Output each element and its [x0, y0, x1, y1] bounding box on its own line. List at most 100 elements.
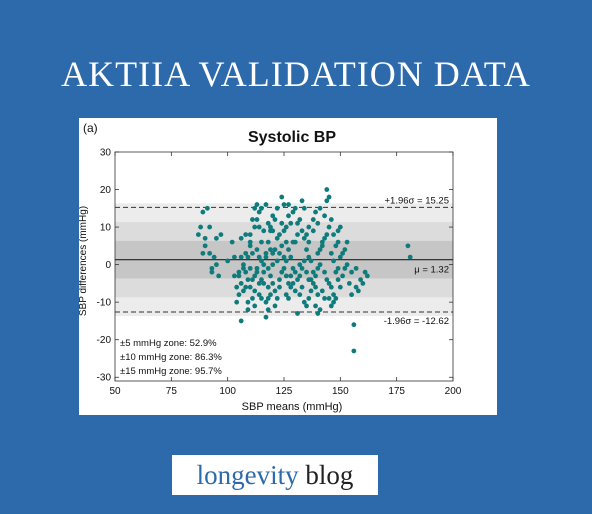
data-point	[243, 269, 249, 275]
data-point	[281, 265, 287, 271]
data-point	[313, 209, 318, 215]
data-point	[333, 269, 339, 275]
data-point	[297, 262, 303, 268]
x-tick-label: 125	[276, 386, 293, 397]
data-point	[216, 273, 222, 279]
data-point	[299, 198, 305, 204]
data-point	[263, 202, 269, 207]
page-headline: AKTIIA VALIDATION DATA	[61, 54, 531, 94]
data-point	[351, 348, 357, 354]
data-point	[292, 288, 298, 294]
x-tick-label: 100	[219, 386, 236, 397]
data-point	[319, 239, 325, 245]
data-point	[243, 232, 249, 237]
data-point	[202, 235, 208, 241]
data-point	[265, 265, 271, 271]
data-point	[308, 288, 314, 294]
x-tick-label: 150	[332, 386, 349, 397]
x-tick-label: 175	[388, 386, 405, 397]
data-point	[319, 288, 325, 294]
data-point	[319, 243, 325, 249]
data-point	[290, 265, 296, 271]
data-point	[261, 280, 267, 286]
data-point	[326, 194, 332, 200]
data-point	[342, 247, 348, 253]
data-point	[299, 284, 305, 290]
data-point	[306, 239, 312, 245]
data-point	[218, 232, 224, 237]
data-point	[279, 269, 285, 275]
data-point	[286, 213, 291, 219]
data-point	[349, 269, 354, 275]
data-point	[259, 296, 264, 301]
data-point	[207, 250, 213, 256]
y-tick-label: 30	[100, 148, 112, 159]
data-point	[254, 265, 260, 271]
data-point	[313, 284, 318, 290]
data-point	[301, 235, 307, 241]
data-point	[268, 273, 273, 279]
data-point	[331, 232, 336, 237]
data-point	[295, 277, 300, 283]
data-point	[281, 228, 287, 234]
data-point	[263, 314, 269, 320]
data-point	[241, 262, 246, 268]
data-point	[301, 299, 307, 305]
data-point	[324, 232, 330, 237]
x-tick-label: 75	[166, 386, 178, 397]
data-point	[328, 303, 334, 309]
data-point	[268, 224, 273, 230]
data-point	[308, 258, 314, 264]
data-point	[333, 243, 339, 249]
data-point	[301, 258, 307, 264]
data-point	[270, 280, 276, 286]
data-point	[315, 265, 321, 271]
y-tick-label: -20	[97, 335, 112, 346]
data-point	[362, 269, 368, 275]
data-point	[245, 307, 251, 313]
data-point	[331, 299, 336, 305]
data-point	[265, 307, 271, 313]
data-point	[328, 284, 334, 290]
data-point	[277, 284, 282, 290]
data-point	[324, 187, 330, 192]
data-point	[265, 296, 271, 301]
data-point	[281, 254, 287, 260]
data-point	[310, 269, 316, 275]
data-point	[283, 258, 289, 264]
data-point	[351, 322, 357, 328]
data-point	[360, 280, 366, 286]
data-point	[263, 250, 269, 256]
x-axis-label: SBP means (mmHg)	[242, 401, 343, 413]
data-point	[335, 239, 341, 245]
data-point	[310, 217, 316, 222]
data-point	[317, 262, 323, 268]
data-point	[250, 277, 255, 283]
data-point	[195, 232, 201, 237]
data-point	[297, 217, 303, 222]
data-point	[272, 247, 278, 253]
data-point	[252, 303, 258, 309]
data-point	[238, 254, 244, 260]
data-point	[247, 239, 253, 245]
lower-limit-label: -1.96σ = -12.62	[384, 316, 449, 327]
data-point	[288, 284, 294, 290]
data-point	[254, 202, 260, 207]
data-point	[229, 239, 235, 245]
data-point	[277, 232, 282, 237]
data-point	[274, 205, 280, 211]
data-point	[259, 205, 264, 211]
data-point	[259, 239, 264, 245]
data-point	[292, 205, 298, 211]
data-point	[286, 296, 291, 301]
data-point	[317, 205, 323, 211]
data-point	[198, 224, 204, 230]
data-point	[326, 224, 332, 230]
data-point	[340, 250, 345, 256]
data-point	[245, 277, 251, 283]
y-axis-label: SBP differences (mmHg)	[79, 206, 89, 316]
panel-label: (a)	[83, 121, 98, 135]
zone-annotation-10: ±10 mmHg zone: 86.3%	[120, 352, 222, 363]
data-point	[297, 292, 303, 298]
axis-ticks: 50 75 100 125 150 175 200 -30 -20 -10 0 10 20 30	[97, 148, 462, 398]
